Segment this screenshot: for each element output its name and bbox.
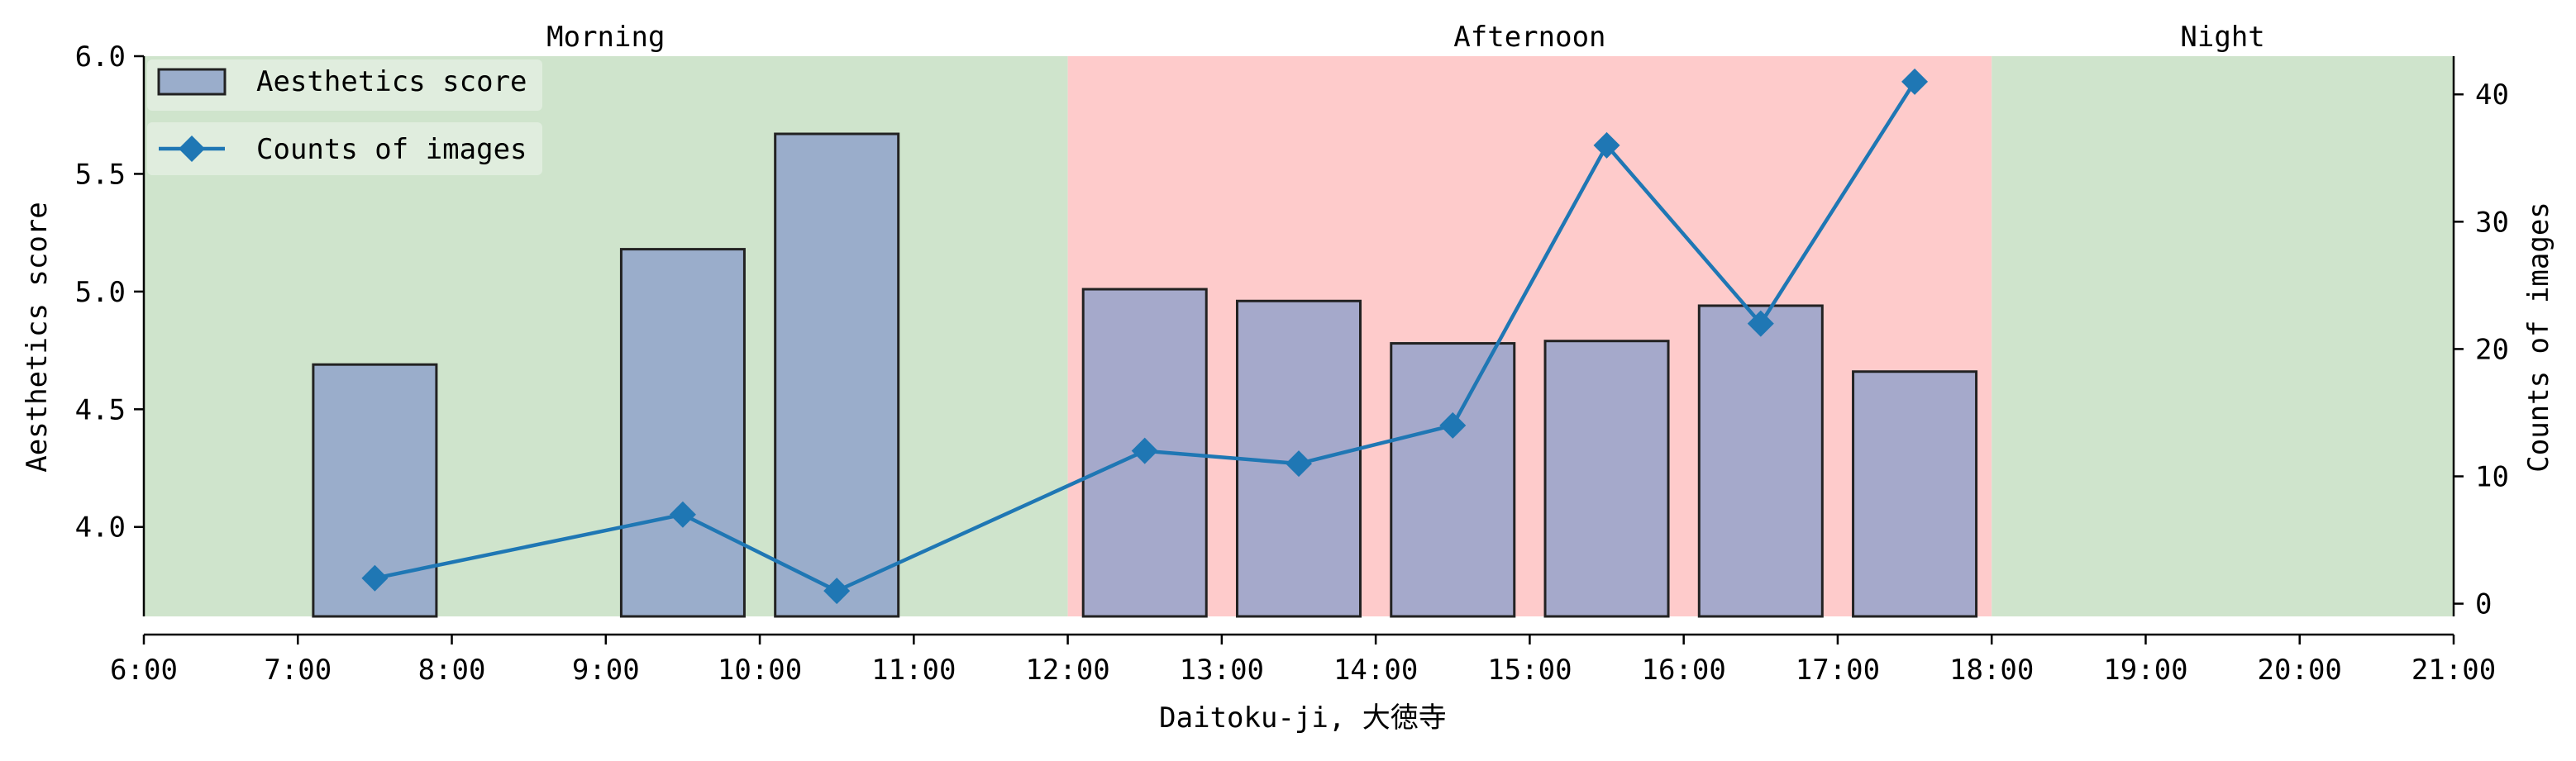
legend-box-line: [147, 122, 542, 175]
x-tick-label: 16:00: [1641, 654, 1725, 687]
x-tick-label: 15:00: [1487, 654, 1572, 687]
y2-tick-label: 0: [2475, 588, 2492, 621]
y-tick-label: 4.0: [75, 511, 126, 545]
x-tick-label: 6:00: [110, 654, 178, 687]
x-tick-label: 19:00: [2103, 654, 2187, 687]
x-tick-label: 12:00: [1025, 654, 1109, 687]
x-tick-label: 7:00: [264, 654, 332, 687]
y2-tick-label: 10: [2475, 461, 2509, 494]
period-label-afternoon: Afternoon: [1453, 21, 1605, 54]
point-marker: [1901, 68, 1929, 95]
bar: [1697, 304, 1824, 618]
x-tick-label: 21:00: [2411, 654, 2496, 687]
y-axis-label: Aesthetics score: [21, 202, 54, 473]
point-marker: [823, 578, 851, 605]
y2-axis-label: Counts of images: [2522, 202, 2555, 473]
y-tick-label: 4.5: [75, 393, 126, 426]
legend-swatch-marker: [179, 136, 205, 162]
point-marker: [361, 564, 389, 592]
x-axis-label: Daitoku-ji, 大徳寺: [1159, 702, 1447, 735]
x-tick-label: 8:00: [418, 654, 486, 687]
y2-tick-label: 40: [2475, 78, 2509, 112]
bar-series: [312, 132, 1978, 618]
bar: [1390, 342, 1516, 618]
legend-label-bars: Aesthetics score: [256, 65, 527, 98]
x-tick-label: 13:00: [1180, 654, 1264, 687]
legend-swatch-bars: [157, 68, 227, 96]
y-tick-label: 6.0: [75, 40, 126, 74]
point-marker: [669, 501, 696, 528]
y-tick-label: 5.0: [75, 276, 126, 309]
axes: 6:00 7:00 8:00 9:00 10:00 11:00 12:00 13:00 14:0…: [75, 40, 2509, 687]
x-tick-label: 9:00: [572, 654, 640, 687]
line-series: [361, 68, 1929, 605]
period-band-morning: [144, 56, 1068, 616]
period-label-night: Night: [2180, 21, 2264, 54]
legend-box-bars: [147, 59, 542, 111]
point-marker: [1747, 310, 1774, 337]
bar: [774, 132, 900, 618]
point-marker: [1131, 437, 1158, 464]
point-marker: [1439, 411, 1467, 439]
bar: [619, 248, 746, 618]
period-label-morning: Morning: [546, 21, 665, 54]
bar: [1852, 370, 1978, 618]
x-tick-label: 14:00: [1333, 654, 1418, 687]
legend: Aesthetics score Counts of images: [147, 59, 542, 175]
period-band-afternoon: [1067, 56, 1992, 616]
x-tick-label: 11:00: [871, 654, 956, 687]
legend-label-line: Counts of images: [256, 133, 527, 166]
period-bands: Morning Afternoon Night: [144, 21, 2454, 616]
y2-tick-label: 30: [2475, 206, 2509, 239]
x-tick-label: 18:00: [1949, 654, 2034, 687]
point-marker: [1286, 450, 1312, 478]
x-tick-label: 10:00: [718, 654, 802, 687]
y2-tick-label: 20: [2475, 333, 2509, 366]
x-tick-label: 20:00: [2258, 654, 2342, 687]
point-marker: [1593, 131, 1620, 159]
y-tick-label: 5.5: [75, 158, 126, 191]
bar: [1543, 340, 1670, 618]
period-band-night: [1992, 56, 2454, 616]
x-tick-label: 17:00: [1796, 654, 1880, 687]
